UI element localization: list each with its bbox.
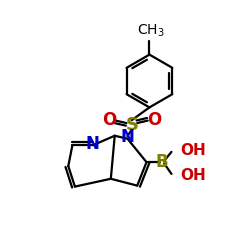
Text: OH: OH [180, 143, 206, 158]
Text: CH$_3$: CH$_3$ [137, 23, 164, 39]
Text: N: N [121, 128, 135, 146]
Text: B: B [156, 153, 168, 171]
Text: O: O [102, 111, 116, 129]
Text: OH: OH [180, 168, 206, 182]
Text: N: N [86, 135, 100, 153]
Text: S: S [125, 116, 138, 134]
Text: O: O [147, 111, 162, 129]
